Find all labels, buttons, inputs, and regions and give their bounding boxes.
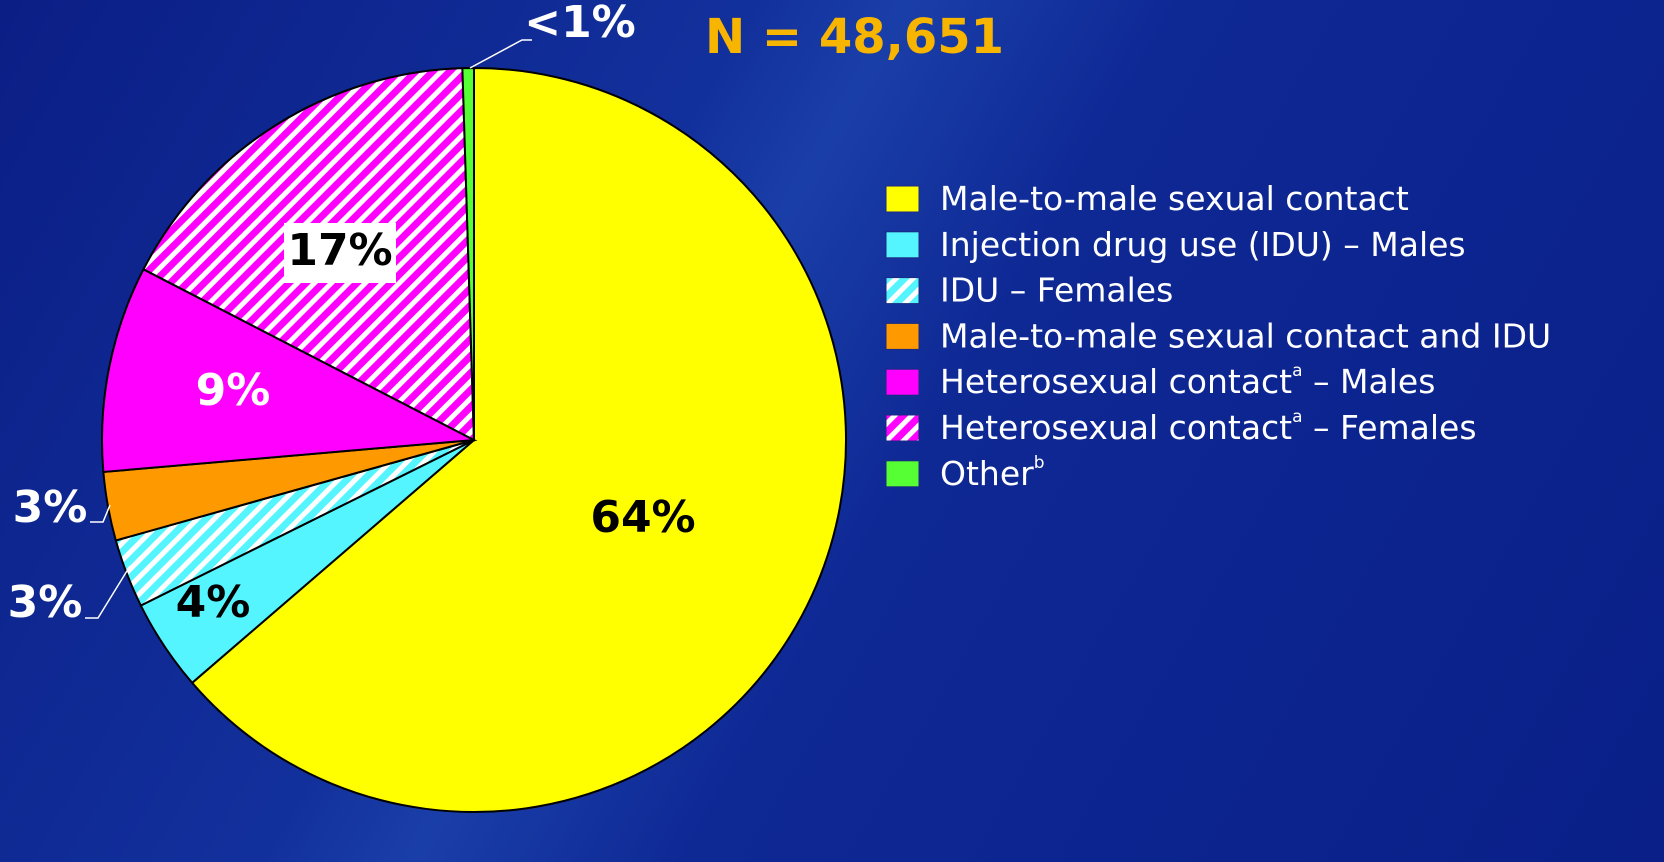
data-label: 17%	[287, 225, 392, 276]
legend-label: Heterosexual contacta – Females	[940, 407, 1477, 447]
footnote-mark: a	[1292, 407, 1302, 427]
footnote-mark: a	[1292, 361, 1302, 381]
leader-line	[469, 39, 532, 69]
leader-line	[85, 565, 131, 619]
legend-label: Male-to-male sexual contact and IDU	[940, 316, 1551, 355]
legend-label: Injection drug use (IDU) – Males	[940, 224, 1466, 263]
legend-text: – Males	[1303, 362, 1436, 401]
data-label: 64%	[590, 492, 695, 543]
leader-line	[90, 504, 111, 523]
legend-text: Heterosexual contact	[940, 362, 1292, 401]
data-label: 3%	[13, 482, 88, 533]
annotation: N = 48,651	[705, 9, 1004, 65]
legend-swatch	[885, 322, 920, 350]
legend-label: Heterosexual contacta – Males	[940, 361, 1435, 401]
legend-text: Male-to-male sexual contact and IDU	[940, 316, 1551, 355]
data-label: 3%	[8, 577, 83, 628]
legend-swatch	[885, 231, 920, 259]
legend-swatch	[885, 460, 920, 488]
pie-slice	[101, 267, 478, 474]
legend-text: Male-to-male sexual contact	[940, 179, 1409, 218]
legend-text: Injection drug use (IDU) – Males	[940, 224, 1466, 263]
data-label: 4%	[176, 577, 251, 628]
pie-slice	[461, 66, 475, 441]
legend-label: Otherb	[940, 453, 1045, 493]
legend-label: IDU – Females	[940, 270, 1173, 309]
legend-text: Heterosexual contact	[940, 408, 1292, 447]
data-label: <1%	[524, 0, 636, 48]
pie-slice	[190, 66, 847, 813]
legend-swatch	[885, 368, 920, 396]
legend-text: Other	[940, 453, 1034, 492]
legend-text: IDU – Females	[940, 270, 1173, 309]
legend-swatch	[885, 277, 920, 305]
legend-text: – Females	[1303, 408, 1477, 447]
data-label: 9%	[196, 365, 271, 416]
label-box	[284, 223, 396, 283]
legend-label: Male-to-male sexual contact	[940, 179, 1409, 218]
legend-swatch	[885, 185, 920, 213]
footnote-mark: b	[1034, 453, 1045, 473]
legend-swatch	[885, 414, 920, 442]
